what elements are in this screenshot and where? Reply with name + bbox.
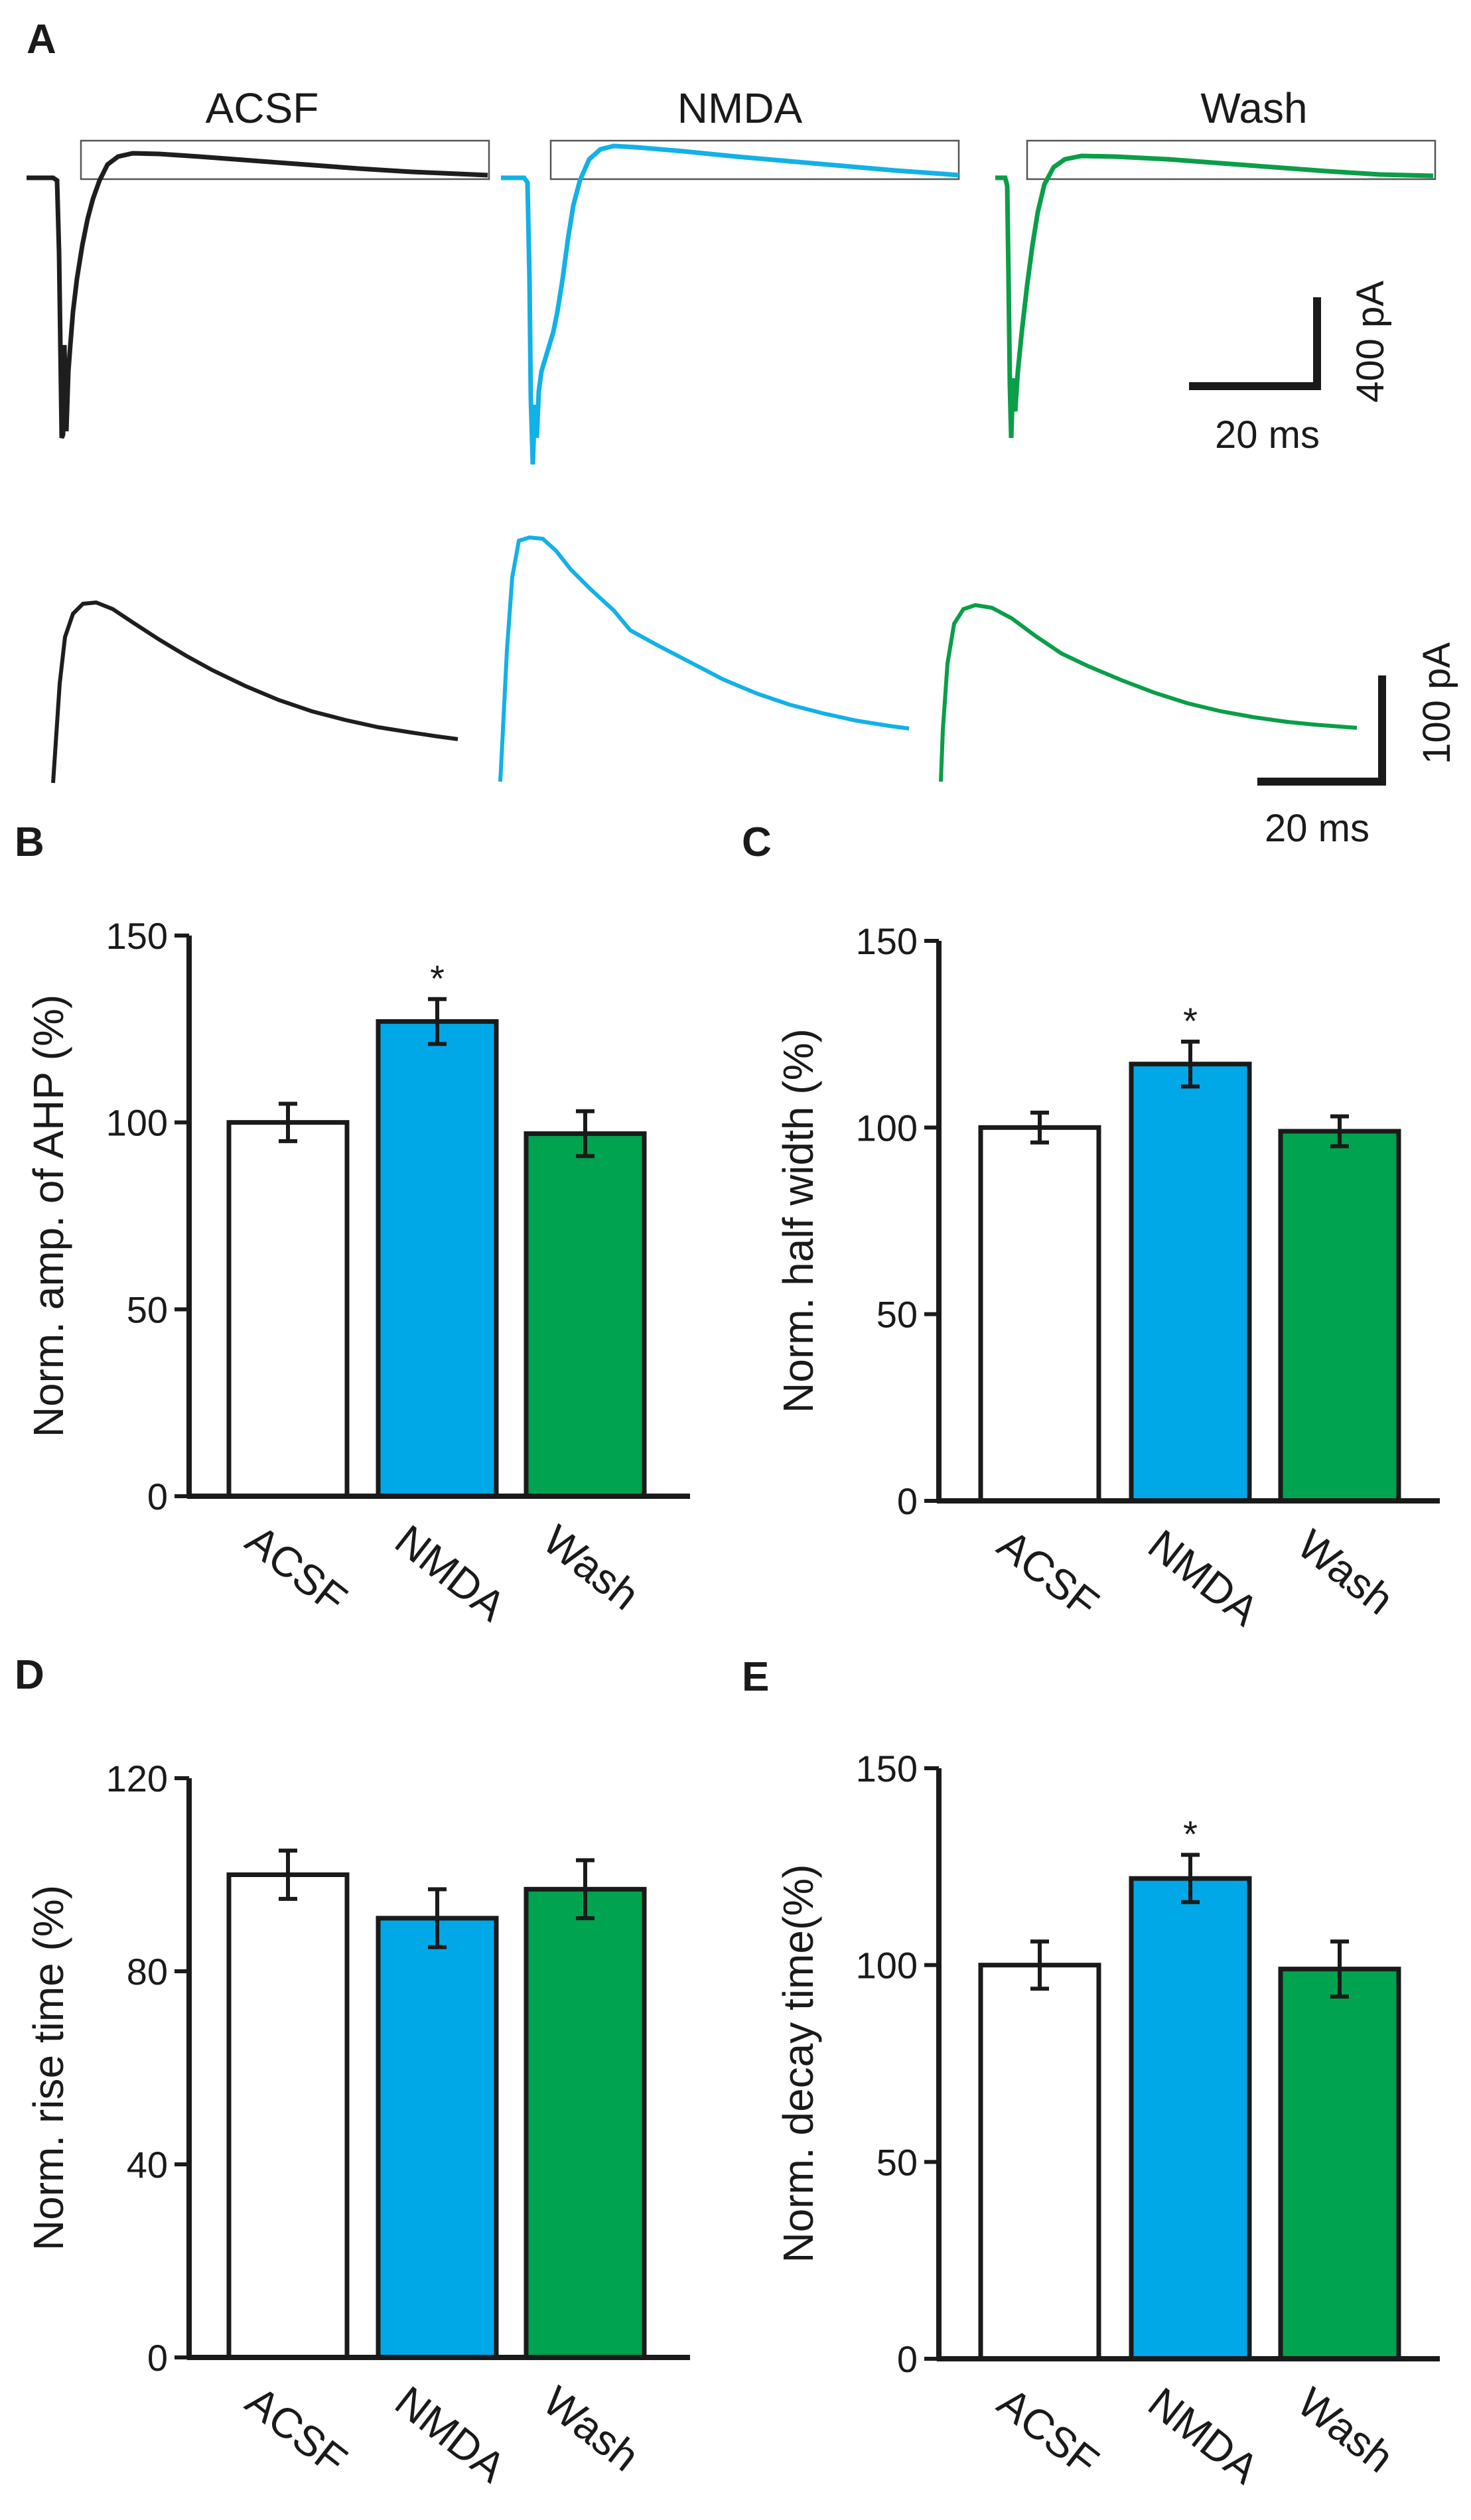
x-category-label-nmda: NMDA: [386, 1515, 514, 1630]
bar-nmda: [376, 1916, 499, 2360]
y-axis-label: Norm. decay time(%): [774, 1864, 822, 2263]
trace-ahp-wash: [939, 602, 1358, 782]
trace-ahp-acsf: [51, 600, 458, 784]
scale-bar-bottom: 20 ms 100 pA: [1257, 642, 1458, 850]
bar-nmda: [1129, 1062, 1252, 1504]
bar-wash: [524, 1886, 647, 2360]
y-tick-label: 150: [856, 1748, 918, 1789]
x-category-label-nmda: NMDA: [1139, 2378, 1267, 2493]
panel-b-letter: B: [15, 819, 44, 865]
y-tick-label: 150: [106, 915, 168, 957]
scale-top-y-label: 400 pA: [1349, 281, 1392, 403]
panel-d-chart: D Norm. rise time (%) ACSF NMDA Wash 0 40 80 120: [15, 1652, 690, 2491]
y-axis-label: Norm. amp. of AHP (%): [25, 995, 72, 1437]
scale-bottom-x-label: 20 ms: [1265, 807, 1369, 850]
y-tick-label: 100: [856, 1107, 918, 1149]
bar-acsf: [978, 1125, 1101, 1504]
panel-d-letter: D: [15, 1652, 44, 1698]
significance-star-nmda: *: [430, 957, 445, 999]
x-category-label-nmda: NMDA: [386, 2377, 514, 2491]
x-category-label-acsf: ACSF: [237, 1515, 356, 1623]
condition-label-acsf: ACSF: [206, 84, 319, 132]
trace-full-acsf: [27, 151, 488, 439]
y-tick-label: 100: [106, 1102, 168, 1144]
x-category-label-wash: Wash: [1289, 2378, 1402, 2482]
y-tick-label: 0: [897, 1480, 918, 1522]
inset-box-wash: [1026, 139, 1436, 180]
inset-box-nmda: [549, 139, 960, 180]
bar-acsf: [978, 1963, 1101, 2361]
x-category-label-wash: Wash: [534, 2377, 648, 2480]
trace-full-nmda: [501, 143, 959, 465]
significance-star-nmda: *: [1183, 1813, 1198, 1855]
panel-a: A ACSF NMDA Wash 20 ms 400 pA 20 ms 100 …: [27, 17, 1458, 850]
y-tick-label: 40: [127, 2144, 168, 2186]
x-category-label-acsf: ACSF: [237, 2377, 356, 2484]
condition-label-nmda: NMDA: [677, 84, 803, 132]
scale-top-x-label: 20 ms: [1215, 413, 1320, 456]
y-axis-label: Norm. half width (%): [774, 1028, 822, 1413]
x-category-label-acsf: ACSF: [989, 2378, 1107, 2485]
y-tick-label: 0: [147, 1476, 168, 1517]
x-category-label-acsf: ACSF: [989, 1520, 1107, 1628]
x-category-label-wash: Wash: [1289, 1520, 1402, 1624]
panel-e-chart: E Norm. decay time(%) ACSF * NMDA Wash 0 50 100 1…: [742, 1654, 1440, 2493]
x-category-label-nmda: NMDA: [1139, 1520, 1267, 1635]
panel-c-letter: C: [742, 819, 772, 865]
y-tick-label: 80: [127, 1951, 168, 1993]
bar-acsf: [226, 1120, 350, 1499]
trace-full-wash: [995, 153, 1434, 439]
significance-star-nmda: *: [1183, 1000, 1198, 1042]
y-tick-label: 50: [127, 1289, 168, 1330]
panel-b-chart: B Norm. amp. of AHP (%) ACSF * NMDA Wash 0 50 10…: [15, 819, 690, 1630]
bar-wash: [524, 1131, 647, 1499]
scale-bar-top: 20 ms 400 pA: [1189, 281, 1392, 456]
inset-box-acsf: [80, 139, 490, 180]
bar-nmda: [1129, 1876, 1252, 2361]
condition-label-wash: Wash: [1200, 84, 1307, 132]
panel-e-letter: E: [742, 1654, 769, 1700]
trace-ahp-nmda: [498, 535, 910, 782]
y-tick-label: 50: [876, 2141, 918, 2183]
bar-acsf: [226, 1872, 350, 2360]
y-tick-label: 50: [876, 1294, 918, 1336]
panel-c-chart: C Norm. half width (%) ACSF * NMDA Wash 0 50 100…: [742, 819, 1440, 1635]
x-category-label-wash: Wash: [534, 1515, 648, 1619]
y-axis-label: Norm. rise time (%): [25, 1885, 72, 2251]
bar-nmda: [376, 1019, 499, 1499]
panel-a-letter: A: [27, 17, 56, 62]
scale-bottom-y-label: 100 pA: [1415, 642, 1458, 764]
bar-wash: [1278, 1129, 1401, 1504]
bar-wash: [1278, 1967, 1401, 2361]
y-tick-label: 120: [106, 1758, 168, 1799]
y-tick-label: 0: [147, 2337, 168, 2379]
y-tick-label: 150: [856, 920, 918, 962]
y-tick-label: 0: [897, 2338, 918, 2380]
y-tick-label: 100: [856, 1945, 918, 1987]
